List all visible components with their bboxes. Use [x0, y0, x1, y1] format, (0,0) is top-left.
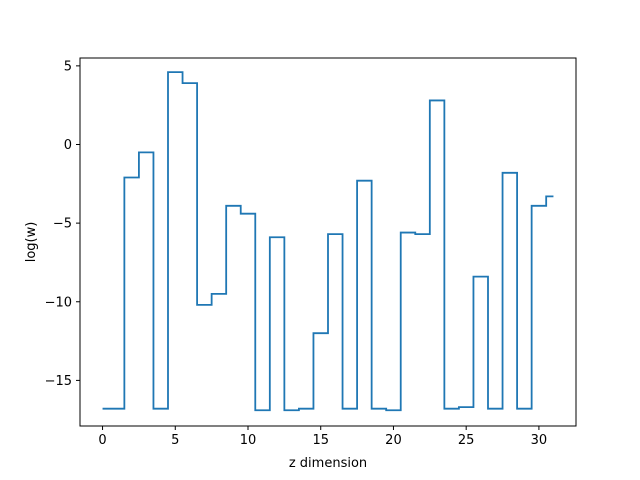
series-line-0 — [102, 71, 554, 412]
x-tick-label: 5 — [171, 433, 179, 448]
x-tick-label: 0 — [98, 433, 106, 448]
x-tick-label: 10 — [240, 433, 257, 448]
y-tick-label: 0 — [64, 138, 72, 153]
y-tick-label: −15 — [45, 374, 72, 389]
y-tick-label: −10 — [45, 295, 72, 310]
x-tick-label: 25 — [458, 433, 475, 448]
x-tick-label: 20 — [385, 433, 402, 448]
x-axis-ticks: 0 5 10 15 20 25 30 — [98, 426, 547, 448]
y-axis-ticks: −15 −10 −5 0 5 — [45, 59, 80, 389]
x-axis-label: z dimension — [289, 456, 367, 471]
x-tick-label: 30 — [531, 433, 548, 448]
plot-frame — [79, 57, 577, 427]
y-tick-label: 5 — [64, 59, 72, 74]
x-tick-label: 15 — [312, 433, 329, 448]
plot-area — [102, 71, 554, 412]
y-tick-label: −5 — [53, 217, 72, 232]
y-axis-label: log(w) — [24, 222, 39, 263]
